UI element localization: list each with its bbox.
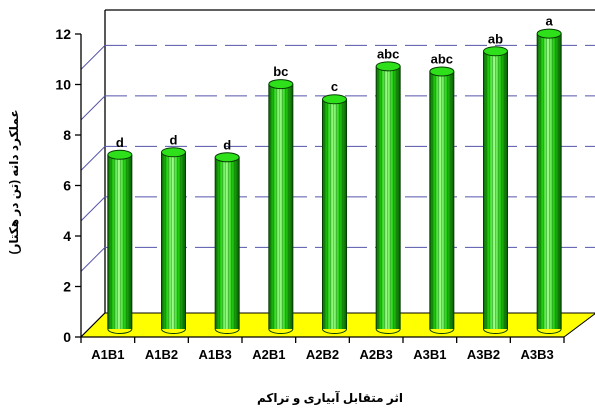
x-tick-label: A3B1 — [413, 347, 446, 362]
gridline-side — [80, 196, 106, 222]
bar-significance-label: abc — [377, 46, 399, 61]
bar-outline — [322, 99, 347, 334]
axes: 0 2 4 6 8 10 12 A1B1 A1B2 A1B3 A2B1 A2B2 A2B3 A3B1 A3B… — [55, 26, 565, 362]
bar-top-cap — [107, 149, 133, 160]
x-tick-label: A1B3 — [199, 347, 232, 362]
x-tick-label: A2B3 — [360, 347, 393, 362]
gridline-side — [80, 95, 106, 121]
bar-outline — [161, 152, 186, 334]
y-tick-label: 2 — [63, 279, 71, 295]
bar-top-cap — [375, 61, 401, 72]
y-tick-label: 12 — [55, 26, 71, 42]
bar-outline — [268, 84, 294, 334]
bar-stripes — [161, 152, 186, 329]
gridline-side — [80, 145, 106, 171]
bar-significance-label: bc — [273, 64, 288, 79]
y-tick-label: 6 — [63, 178, 71, 194]
bar-significance-label: c — [331, 79, 338, 94]
bar-stripes — [376, 66, 401, 330]
bar: d — [107, 135, 133, 334]
bar-outline — [429, 71, 455, 334]
bar-stripes — [268, 84, 293, 329]
y-tick-label: 0 — [63, 329, 71, 345]
bar-stripes — [483, 51, 508, 329]
bar-outline — [107, 154, 133, 334]
bar-stripes — [107, 154, 132, 329]
bar: d — [161, 132, 186, 334]
bars-group: d d d bc c abc abc ab a — [107, 14, 562, 334]
bar-top-cap — [483, 46, 508, 57]
bar-top-cap — [161, 147, 186, 158]
x-tick-label: A2B2 — [306, 347, 339, 362]
y-tick-label: 10 — [55, 77, 71, 93]
x-tick-label: A3B3 — [521, 347, 554, 362]
bar-top-cap — [214, 152, 240, 163]
bar-significance-label: a — [546, 14, 554, 29]
bar-top-cap — [429, 66, 455, 77]
side-wall-edge — [80, 10, 106, 338]
gridline-side — [80, 246, 106, 272]
y-tick-label: 8 — [63, 127, 71, 143]
bar-top-cap — [322, 94, 347, 105]
bar-significance-label: ab — [488, 31, 503, 46]
bar-significance-label: d — [223, 137, 231, 152]
x-tick-label: A1B2 — [145, 347, 178, 362]
y-axis-title: عملکرد دانه (تن در هکتار) — [7, 109, 21, 254]
bar-stripes — [537, 33, 562, 329]
bar: abc — [375, 46, 401, 334]
gridline-side — [80, 44, 106, 70]
bar: d — [214, 137, 240, 334]
gridlines — [80, 44, 595, 272]
bar: a — [536, 14, 562, 334]
y-tick-label: 4 — [63, 228, 71, 244]
bar: abc — [429, 51, 455, 334]
x-tick-label: A1B1 — [91, 347, 124, 362]
x-tick-label: A2B1 — [252, 347, 285, 362]
bar-stripes — [322, 99, 347, 329]
bar-top-cap — [268, 79, 294, 90]
bar-significance-label: abc — [431, 51, 453, 66]
bar-top-cap — [536, 28, 562, 39]
bar: c — [322, 79, 347, 334]
bar-stripes — [215, 157, 240, 329]
bar-outline — [214, 157, 240, 334]
bar-outline — [375, 66, 401, 334]
x-tick-label: A3B2 — [467, 347, 500, 362]
bar-outline — [483, 51, 508, 334]
bar: ab — [483, 31, 508, 334]
bar-outline — [536, 33, 562, 334]
bar-significance-label: d — [170, 132, 178, 147]
bar-stripes — [429, 71, 454, 329]
bar: bc — [268, 64, 294, 334]
bar-significance-label: d — [116, 135, 124, 150]
x-axis-title: اثر متقابل آبیاری و تراکم — [257, 390, 403, 406]
